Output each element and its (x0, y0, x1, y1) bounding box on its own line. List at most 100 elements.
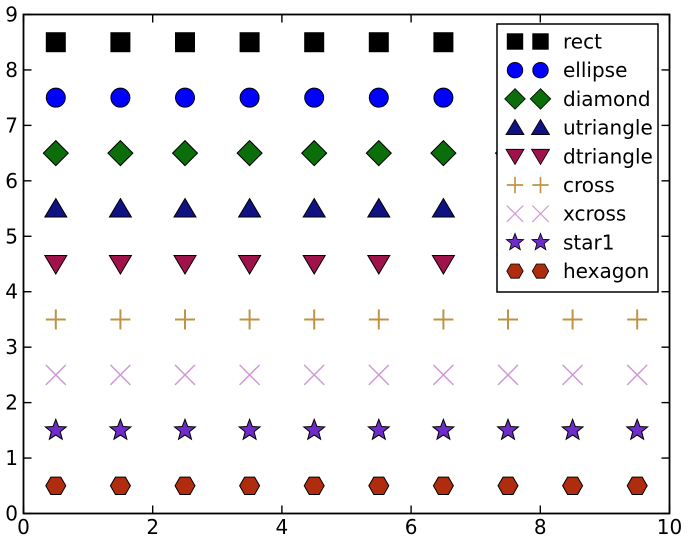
x-tick-label: 10 (657, 515, 682, 539)
marker-dtriangle (302, 255, 327, 275)
marker-ellipse (110, 87, 131, 108)
marker-xcross (109, 364, 131, 386)
marker-hexagon (239, 476, 261, 495)
marker-xcross (368, 364, 390, 386)
x-tick-label: 4 (276, 515, 289, 539)
y-tick-label: 3 (5, 335, 18, 359)
legend-marker-cross (506, 176, 524, 194)
legend-label-rect: rect (563, 30, 602, 54)
marker-utriangle (173, 197, 197, 218)
marker-star1 (237, 417, 262, 441)
marker-hexagon (174, 476, 196, 495)
marker-diamond (365, 139, 393, 167)
marker-ellipse (239, 87, 260, 108)
legend-marker-diamond (504, 88, 526, 110)
legend-marker-rect (506, 33, 524, 50)
marker-xcross (432, 364, 454, 386)
marker-star1 (173, 417, 197, 441)
marker-dtriangle (43, 255, 68, 275)
marker-ellipse (433, 87, 454, 108)
marker-diamond (107, 139, 134, 167)
marker-ellipse (175, 87, 195, 108)
legend-marker-utriangle (530, 118, 551, 135)
marker-utriangle (431, 197, 456, 218)
marker-hexagon (368, 476, 390, 495)
legend-label-utriangle: utriangle (563, 116, 653, 140)
marker-xcross (497, 364, 519, 386)
marker-rect (433, 32, 454, 53)
marker-cross (45, 309, 66, 330)
y-tick-label: 0 (5, 502, 18, 526)
marker-diamond (236, 139, 263, 167)
y-tick-label: 8 (5, 58, 18, 82)
marker-dtriangle (173, 255, 197, 275)
legend-marker-rect (532, 33, 549, 50)
legend-label-ellipse: ellipse (563, 58, 627, 82)
marker-rect (110, 32, 131, 53)
marker-star1 (625, 417, 649, 441)
marker-rect (368, 32, 389, 53)
y-tick-label: 9 (5, 3, 18, 27)
marker-utriangle (366, 197, 391, 218)
marker-utriangle (237, 197, 262, 218)
marker-star1 (367, 417, 391, 441)
marker-hexagon (497, 476, 519, 495)
marker-star1 (44, 417, 68, 441)
marker-dtriangle (108, 255, 133, 275)
marker-cross (433, 309, 454, 330)
marker-cross (562, 309, 583, 330)
marker-cross (627, 309, 648, 330)
marker-ellipse (304, 87, 325, 108)
marker-star1 (108, 417, 133, 441)
marker-star1 (496, 417, 520, 441)
marker-star1 (560, 417, 585, 441)
marker-cross (304, 309, 325, 330)
y-tick-label: 4 (5, 280, 18, 304)
marker-diamond (42, 139, 70, 167)
marker-xcross (239, 364, 261, 386)
marker-hexagon (109, 476, 131, 495)
marker-xcross (45, 364, 67, 386)
legend-marker-dtriangle (530, 148, 551, 166)
marker-rect (304, 32, 325, 53)
x-tick-label: 8 (534, 515, 547, 539)
y-tick-label: 6 (5, 169, 18, 193)
marker-star1 (302, 417, 326, 441)
marker-dtriangle (237, 255, 262, 275)
marker-cross (110, 309, 131, 330)
legend-label-diamond: diamond (563, 87, 651, 111)
y-tick-label: 7 (5, 113, 18, 137)
marker-dtriangle (431, 255, 456, 275)
marker-dtriangle (366, 255, 391, 275)
legend-label-cross: cross (563, 173, 615, 197)
marker-xcross (303, 364, 325, 386)
marker-hexagon (303, 476, 325, 495)
marker-diamond (430, 139, 457, 167)
marker-ellipse (45, 87, 66, 108)
legend-marker-ellipse (532, 61, 549, 79)
marker-hexagon (432, 476, 454, 495)
marker-xcross (562, 364, 584, 386)
y-tick-label: 5 (5, 224, 18, 248)
marker-xcross (626, 364, 648, 386)
legend-marker-star1 (530, 232, 551, 251)
legend-label-hexagon: hexagon (563, 259, 649, 283)
marker-cross (239, 309, 260, 330)
legend-marker-star1 (505, 232, 525, 251)
marker-diamond (171, 139, 199, 167)
marker-hexagon (562, 476, 584, 495)
legend-marker-utriangle (505, 118, 525, 135)
marker-hexagon (626, 476, 648, 495)
legend-marker-xcross (506, 205, 524, 223)
legend-marker-dtriangle (505, 148, 525, 166)
marker-cross (498, 309, 518, 330)
marker-cross (368, 309, 389, 330)
marker-star1 (431, 417, 456, 441)
marker-hexagon (45, 476, 67, 495)
marker-diamond (300, 139, 328, 167)
marker-utriangle (302, 197, 327, 218)
legend (496, 23, 659, 293)
